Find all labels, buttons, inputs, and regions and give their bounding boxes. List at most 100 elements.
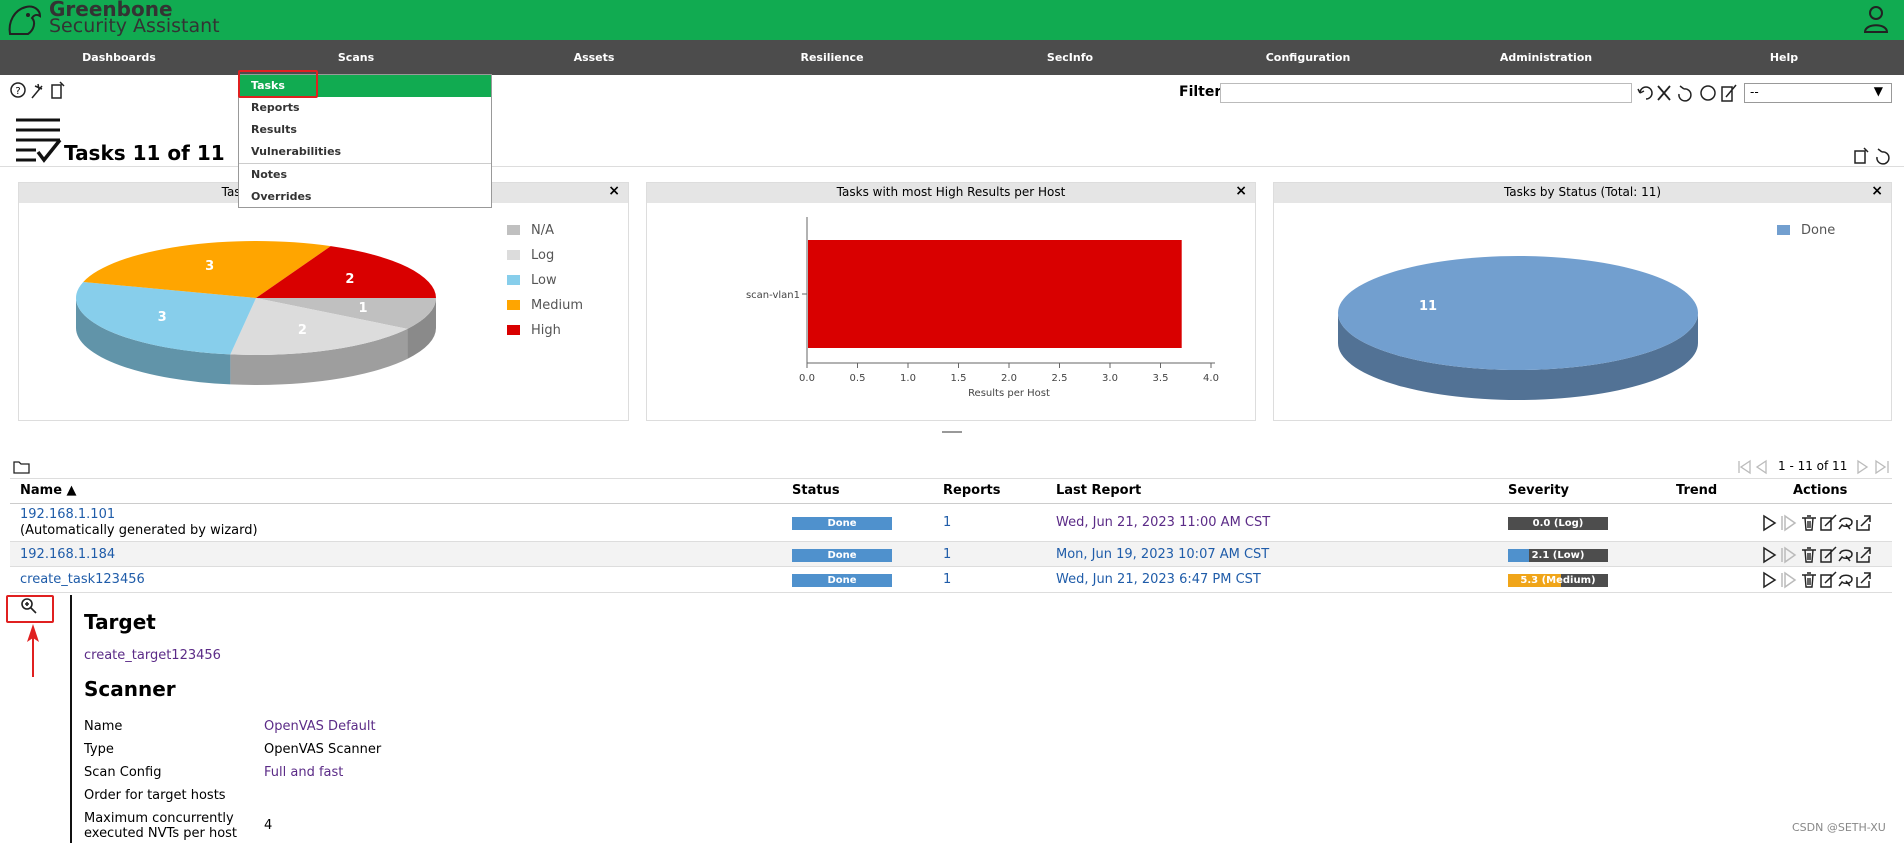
nav-item[interactable]: Dashboards [82,51,156,64]
scans-dropdown: Tasks Reports Results Vulnerabilities Notes O… [238,74,492,208]
table-header-line [10,478,1892,479]
menu-item[interactable]: Notes [251,168,288,181]
pagination-next-last[interactable] [1852,459,1896,475]
x-tick-label: 3.0 [1102,373,1118,384]
details-toggle[interactable] [18,596,40,616]
highlight-box [6,595,54,623]
resize-handle[interactable] [942,431,962,433]
slice-label: 2 [298,323,307,338]
last-report[interactable]: Mon, Jun 19, 2023 10:07 AM CST [1056,546,1270,562]
menu-item[interactable]: Tasks [251,79,285,92]
menu-item[interactable]: Reports [251,101,300,114]
section-heading: Target [84,610,156,634]
delete-icon [1802,572,1816,588]
panel-title: Tasks by Status (Total: 11) [1503,185,1662,199]
x-tick-label: 1.0 [900,373,916,384]
pager-arrows [1857,459,1889,475]
x-tick-label: 0.5 [850,373,866,384]
nav-item[interactable]: Assets [573,51,615,64]
task-name[interactable]: 192.168.1.184 [20,546,116,562]
panel-close[interactable]: × [1871,183,1883,199]
filter-input[interactable] [1220,83,1632,103]
last-report[interactable]: Wed, Jun 21, 2023 6:47 PM CST [1056,572,1261,587]
edit-icon [1721,84,1737,102]
reports-link[interactable]: 1 [943,546,952,562]
filter-select-value: -- [1750,85,1759,99]
start-icon [1763,571,1777,589]
folder-shape [13,461,30,474]
legend-label: Medium [531,298,583,313]
status-bar: Done [792,548,892,562]
resume-icon [1781,571,1797,589]
field-value[interactable]: Full and fast [264,765,344,780]
nav-item[interactable]: Scans [337,51,375,64]
menu-item-active [239,75,491,97]
target-link[interactable]: create_target123456 [84,648,221,663]
slice-label: 3 [158,310,167,325]
severity-fill [1508,548,1529,562]
dashboard-icons [1854,147,1890,165]
start-icon [1763,546,1777,563]
pie-side [230,328,408,385]
task-name[interactable]: create_task123456 [20,572,145,587]
arrow-head [27,624,39,642]
nav-item[interactable]: Administration [1499,51,1593,64]
menu-item[interactable]: Vulnerabilities [251,145,342,158]
column-header[interactable]: Name ▲ [20,483,77,498]
refresh-icon [1637,86,1653,100]
action-icons[interactable] [1760,545,1872,565]
last-report[interactable]: Wed, Jun 21, 2023 11:00 AM CST [1056,515,1271,530]
clone-icon [1838,517,1853,530]
task-name[interactable]: 192.168.1.101 [20,507,116,522]
nav-item[interactable]: Help [1769,51,1799,64]
delete-icon [1802,515,1816,531]
panel-close[interactable]: × [608,183,620,199]
reports-link[interactable]: 1 [943,572,952,587]
menu-item[interactable]: Results [251,123,297,136]
action-icons[interactable] [1760,513,1872,533]
menu-item[interactable]: Overrides [251,190,312,203]
magnifier-lens [21,598,33,610]
pagination-text: 1 - 11 of 11 [1778,459,1848,473]
legend-swatch [507,275,520,285]
user-menu[interactable] [1862,4,1890,34]
field-value[interactable]: OpenVAS Default [264,719,376,734]
delete-icon [1802,546,1816,563]
status-bar: Done [792,517,892,530]
tasks-icon [16,118,62,163]
panel-close[interactable]: × [1235,183,1247,199]
field-label: Name [84,719,123,734]
help-icon [10,82,26,98]
filter-select[interactable]: -- ▼ [1744,83,1892,103]
panel-header [1274,183,1891,203]
clear-icon [1657,85,1671,101]
nav-item[interactable]: Resilience [800,51,864,64]
action-icons[interactable] [1760,570,1872,590]
nav-item[interactable]: SecInfo [1046,51,1094,64]
section-heading: Scanner [84,677,176,701]
x-tick-label: 3.5 [1153,373,1169,384]
reports-link[interactable]: 1 [943,515,952,530]
pie-side [76,298,231,385]
pagination-first-prev[interactable] [1736,459,1776,475]
column-header: Reports [943,483,1001,498]
x-axis-label: Results per Host [968,388,1050,399]
pie-slice [76,281,257,355]
pie-side [1338,313,1698,400]
user-head [1869,6,1883,20]
dashboard-panel: Tasks with most High Results per Host × 0.… [646,182,1256,421]
export-icon [1856,572,1871,588]
legend-swatch [507,225,520,235]
severity-label: 2.1 (Low) [1531,549,1585,561]
brand-subtitle: Security Assistant [49,15,220,37]
clone-icon [1838,549,1853,561]
page-title: Tasks 11 of 11 [64,141,225,165]
logo-eye [26,13,30,17]
check-mark [36,138,62,163]
nav-item[interactable]: Configuration [1265,51,1351,64]
field-label: Type [84,742,114,757]
panel-header [647,183,1255,203]
start-icon [1763,514,1777,532]
slice-label: 11 [1419,299,1437,314]
pie-slice [256,298,436,329]
